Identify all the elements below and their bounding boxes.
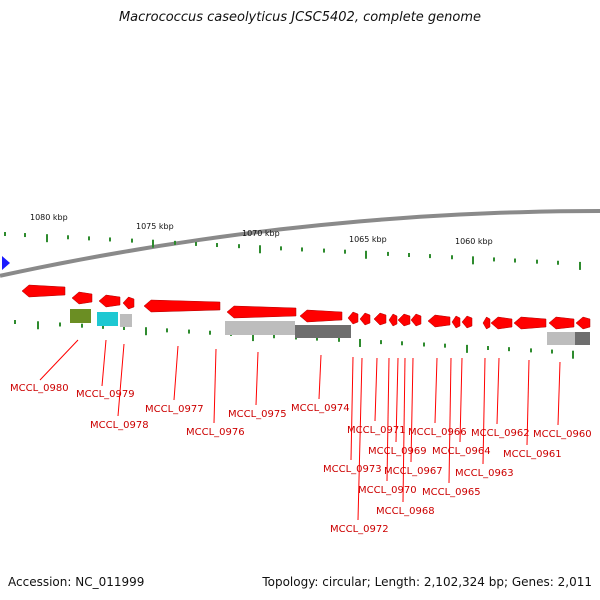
genome-title: Macrococcus caseolyticus JCSC5402, compl… — [118, 10, 482, 25]
feature-box — [70, 309, 91, 323]
gene-leader-line — [213, 348, 217, 424]
gene-label: MCCL_0970 — [358, 485, 417, 496]
scale-label: 1080 kbp — [30, 213, 68, 222]
gene-label: MCCL_0980 — [10, 383, 69, 394]
gene-leader-line — [101, 339, 107, 387]
gene-arrow — [575, 316, 591, 330]
gene-arrow — [427, 314, 451, 328]
gene-leader-line — [448, 357, 452, 484]
gene-arrow — [490, 316, 513, 330]
feature-box — [575, 332, 590, 345]
gene-arrow — [548, 316, 575, 330]
gene-label: MCCL_0974 — [291, 403, 350, 414]
genes-value: 2,011 — [557, 575, 592, 589]
gene-leader-line — [434, 357, 438, 424]
gene-label: MCCL_0973 — [323, 464, 382, 475]
gene-arrow — [451, 315, 461, 329]
gene-label: MCCL_0967 — [384, 466, 443, 477]
topology-value: circular — [322, 575, 367, 589]
gene-leader-line — [39, 339, 79, 381]
gene-label: MCCL_0975 — [228, 409, 287, 420]
accession-label: Accession: — [8, 575, 72, 589]
genes-label: Genes: — [511, 575, 554, 589]
gene-leader-line — [459, 357, 463, 443]
accession-info: Accession: NC_011999 — [8, 575, 144, 589]
gene-arrow — [122, 296, 135, 310]
gene-label: MCCL_0964 — [432, 446, 491, 457]
feature-box — [97, 312, 118, 326]
feature-box — [547, 332, 575, 345]
gene-leader-line — [318, 354, 322, 400]
feature-box — [225, 321, 295, 335]
gene-leader-line — [496, 357, 500, 425]
gene-leader-line — [557, 361, 561, 426]
gene-arrow — [98, 294, 121, 308]
feature-box — [295, 325, 351, 338]
gene-arrow — [21, 284, 66, 298]
gene-arrow — [410, 313, 422, 327]
gene-label: MCCL_0968 — [376, 506, 435, 517]
gene-arrow — [482, 316, 491, 330]
scale-label: 1060 kbp — [455, 237, 493, 246]
genome-stats: Topology: circular; Length: 2,102,324 bp… — [262, 575, 592, 589]
genome-backbone — [0, 209, 600, 278]
gene-arrow — [143, 299, 221, 313]
gene-label: MCCL_0976 — [186, 427, 245, 438]
gene-arrow — [359, 312, 371, 326]
position-marker-icon — [2, 256, 10, 270]
gene-label: MCCL_0979 — [76, 389, 135, 400]
gene-label: MCCL_0962 — [471, 428, 530, 439]
gene-label: MCCL_0966 — [408, 427, 467, 438]
gene-label: MCCL_0977 — [145, 404, 204, 415]
gene-arrow — [226, 305, 297, 319]
gene-label: MCCL_0965 — [422, 487, 481, 498]
feature-box — [120, 314, 132, 327]
gene-leader-line — [255, 351, 259, 406]
topology-label: Topology: — [262, 575, 319, 589]
gene-arrow — [299, 309, 343, 323]
gene-leader-line — [402, 357, 406, 503]
gene-label: MCCL_0963 — [455, 468, 514, 479]
accession-value: NC_011999 — [75, 575, 145, 589]
gene-leader-line — [117, 343, 125, 417]
length-label: Length: — [374, 575, 421, 589]
gene-label: MCCL_0971 — [347, 425, 406, 436]
scale-label: 1070 kbp — [242, 229, 280, 238]
gene-label: MCCL_0972 — [330, 524, 389, 535]
gene-arrow — [71, 291, 93, 305]
gene-leader-line — [526, 359, 530, 446]
gene-leader-line — [173, 345, 179, 401]
gene-arrow — [397, 313, 411, 327]
gene-leader-line — [410, 357, 414, 463]
gene-label: MCCL_0978 — [90, 420, 149, 431]
gene-label: MCCL_0961 — [503, 449, 562, 460]
gene-arrow — [388, 313, 398, 327]
gene-arrow — [513, 316, 547, 330]
gene-leader-line — [386, 357, 390, 482]
gene-leader-line — [350, 356, 354, 461]
gene-arrow — [461, 315, 473, 329]
gene-arrow — [347, 311, 359, 325]
gene-leader-line — [374, 357, 378, 422]
gene-leader-line — [482, 357, 486, 465]
scale-label: 1065 kbp — [349, 235, 387, 244]
gene-leader-line — [357, 357, 363, 521]
gene-label: MCCL_0960 — [533, 429, 592, 440]
gene-leader-line — [395, 357, 399, 443]
scale-label: 1075 kbp — [136, 222, 174, 231]
length-value: 2,102,324 bp — [423, 575, 504, 589]
gene-arrow — [373, 312, 387, 326]
gene-label: MCCL_0969 — [368, 446, 427, 457]
